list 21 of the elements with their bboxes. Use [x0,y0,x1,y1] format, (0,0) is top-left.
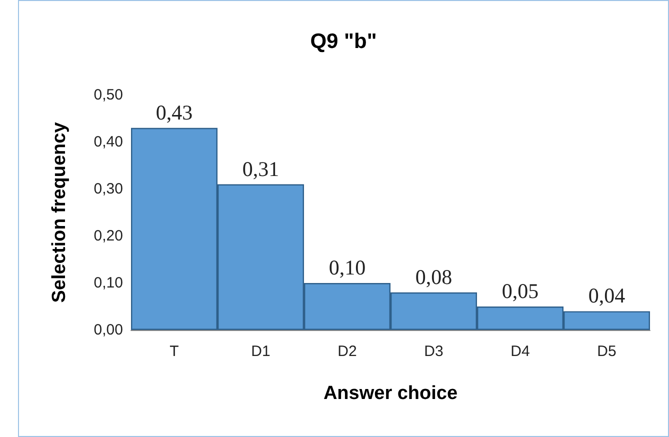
x-axis-title: Answer choice [323,383,458,404]
y-tick-label: 0,10 [94,274,123,292]
data-label: 0,43 [156,100,193,124]
x-tick-label: D3 [424,343,444,360]
x-tick-label: D1 [251,343,270,360]
data-label: 0,04 [588,284,626,308]
x-tick-label: D4 [510,343,530,360]
y-tick-label: 0,20 [94,228,123,244]
data-label: 0,10 [328,256,366,280]
x-tick-label: D5 [597,343,616,360]
data-label: 0,08 [415,264,452,289]
data-label: 0,05 [502,279,539,303]
y-tick-label: 0,50 [94,86,123,104]
y-tick-label: 0,40 [94,134,123,150]
y-axis-title: Selection frequency [49,122,70,303]
y-tick-label: 0,00 [94,322,123,338]
data-label: 0,31 [242,156,280,181]
x-tick-label: D2 [338,343,357,360]
chart-title: Q9 "b" [310,30,377,53]
y-tick-label: 0,30 [94,180,123,198]
x-tick-label: T [170,343,179,360]
